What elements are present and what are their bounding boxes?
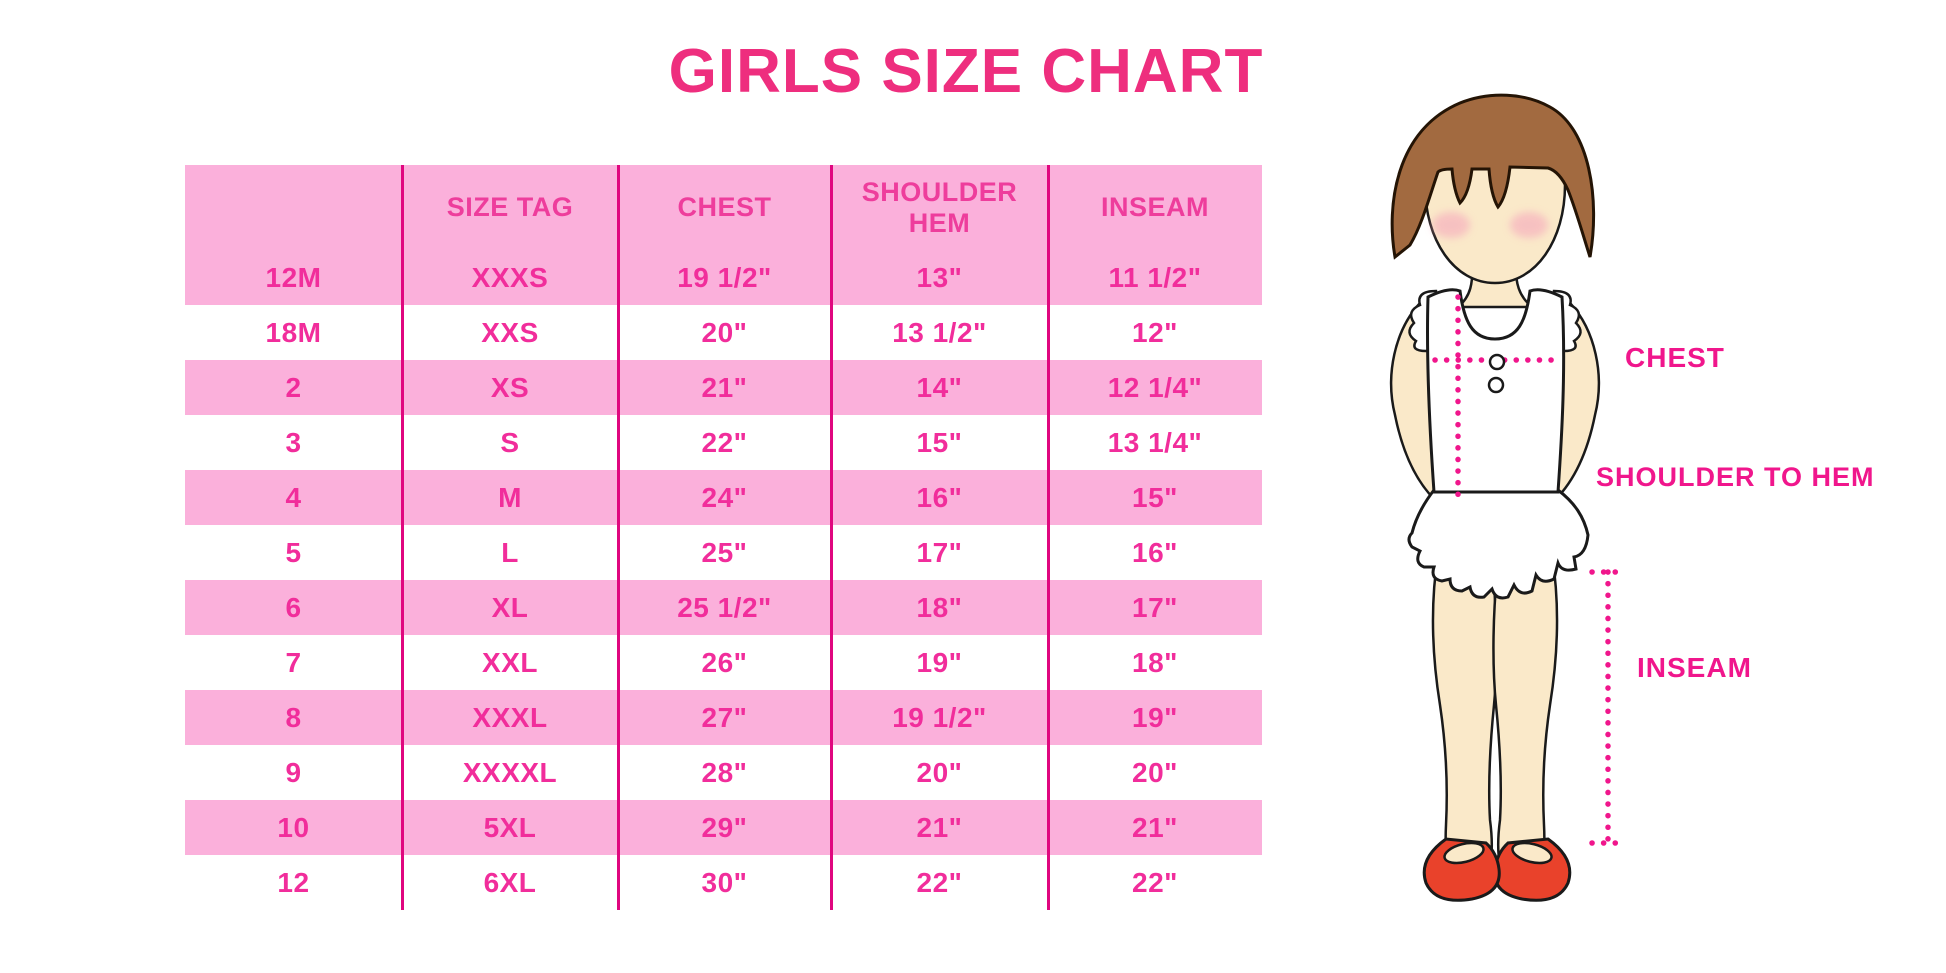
- cell-chest: 22": [701, 426, 748, 458]
- cell-size-tag: XXXXL: [462, 756, 558, 788]
- column-header-shoulder-hem: SHOULDER HEM: [861, 176, 1018, 238]
- cell-size: 9: [285, 756, 302, 788]
- cell-size-tag: XXS: [481, 316, 539, 348]
- cell-chest: 30": [701, 866, 748, 898]
- column-divider: [829, 165, 833, 910]
- cell-shoulder-hem: 19 1/2": [892, 701, 987, 733]
- cell-shoulder-hem: 13": [916, 261, 963, 293]
- table-row: 7 XXL 26" 19" 18": [185, 635, 1262, 690]
- cell-size: 12: [277, 866, 310, 898]
- cell-inseam: 19": [1132, 701, 1178, 733]
- cell-size: 5: [285, 536, 302, 568]
- cell-size-tag: XXL: [482, 646, 538, 678]
- column-divider: [400, 165, 404, 910]
- girl-blush-left: [1432, 212, 1470, 238]
- cell-chest: 27": [701, 701, 748, 733]
- table-row: 12 6XL 30" 22" 22": [185, 855, 1262, 910]
- cell-size: 4: [285, 481, 302, 513]
- chest-measure-label: CHEST: [1625, 342, 1725, 373]
- table-header-row: SIZE TAG CHEST SHOULDER HEM INSEAM: [185, 165, 1262, 250]
- cell-size: 8: [285, 701, 302, 733]
- cell-inseam: 20": [1132, 756, 1178, 788]
- girl-leg-right: [1492, 553, 1559, 867]
- cell-chest: 20": [701, 316, 748, 348]
- girl-skirt: [1407, 488, 1590, 600]
- cell-size-tag: XS: [490, 371, 530, 403]
- cell-shoulder-hem: 19": [916, 646, 963, 678]
- cell-shoulder-hem: 21": [916, 811, 963, 843]
- cell-chest: 24": [701, 481, 748, 513]
- table-row: 2 XS 21" 14" 12 1/4": [185, 360, 1262, 415]
- cell-chest: 28": [701, 756, 748, 788]
- column-header-inseam: INSEAM: [1100, 192, 1209, 222]
- cell-inseam: 22": [1132, 866, 1178, 898]
- girl-leg-left: [1431, 553, 1498, 867]
- table-row: 10 5XL 29" 21" 21": [185, 800, 1262, 855]
- girl-blush-right: [1510, 212, 1548, 238]
- cell-size-tag: XL: [491, 591, 529, 623]
- table-row: 3 S 22" 15" 13 1/4": [185, 415, 1262, 470]
- table-row: 12M XXXS 19 1/2" 13" 11 1/2": [185, 250, 1262, 305]
- cell-shoulder-hem: 16": [916, 481, 963, 513]
- cell-size-tag: XXXL: [472, 701, 548, 733]
- cell-size-tag: L: [501, 536, 519, 568]
- table-row: 9 XXXXL 28" 20" 20": [185, 745, 1262, 800]
- cell-inseam: 18": [1132, 646, 1178, 678]
- column-divider: [1046, 165, 1050, 910]
- cell-shoulder-hem: 18": [916, 591, 963, 623]
- cell-inseam: 13 1/4": [1107, 426, 1203, 458]
- cell-size-tag: 6XL: [483, 866, 537, 898]
- cell-size-tag: 5XL: [483, 811, 537, 843]
- table-row: 4 M 24" 16" 15": [185, 470, 1262, 525]
- cell-inseam: 21": [1132, 811, 1178, 843]
- girl-top-button: [1487, 376, 1505, 394]
- cell-inseam: 12": [1132, 316, 1178, 348]
- cell-size: 3: [285, 426, 302, 458]
- girl-hair: [1390, 93, 1596, 260]
- cell-chest: 29": [701, 811, 748, 843]
- size-table: SIZE TAG CHEST SHOULDER HEM INSEAM 12M X…: [185, 165, 1262, 910]
- table-row: 6 XL 25 1/2" 18" 17": [185, 580, 1262, 635]
- page-title: GIRLS SIZE CHART: [668, 37, 1264, 106]
- cell-inseam: 12 1/4": [1107, 371, 1203, 403]
- column-header-chest: CHEST: [677, 192, 772, 222]
- inseam-measure-label: INSEAM: [1637, 652, 1752, 683]
- cell-inseam: 16": [1132, 536, 1178, 568]
- cell-chest: 21": [701, 371, 748, 403]
- cell-chest: 26": [701, 646, 748, 678]
- cell-inseam: 11 1/2": [1108, 261, 1202, 293]
- cell-shoulder-hem: 22": [916, 866, 963, 898]
- girl-top-button: [1488, 353, 1506, 371]
- cell-shoulder-hem: 15": [916, 426, 963, 458]
- shoulder-to-hem-measure-label: SHOULDER TO HEM: [1596, 462, 1875, 492]
- cell-chest: 25 1/2": [677, 591, 772, 623]
- cell-shoulder-hem: 17": [916, 536, 963, 568]
- column-header-size-tag: SIZE TAG: [446, 192, 574, 222]
- cell-size: 2: [285, 371, 302, 403]
- cell-inseam: 17": [1132, 591, 1178, 623]
- cell-shoulder-hem: 14": [916, 371, 963, 403]
- girl-shoe-right-instep: [1511, 841, 1553, 865]
- cell-shoulder-hem: 20": [916, 756, 963, 788]
- table-row: 18M XXS 20" 13 1/2" 12": [185, 305, 1262, 360]
- cell-size-tag: XXXS: [471, 261, 549, 293]
- girl-figure-illustration: [1389, 93, 1625, 902]
- cell-size: 12M: [265, 261, 322, 293]
- cell-shoulder-hem: 13 1/2": [892, 316, 987, 348]
- cell-size: 10: [277, 811, 310, 843]
- column-divider: [616, 165, 620, 910]
- cell-size: 18M: [265, 316, 322, 348]
- cell-inseam: 15": [1132, 481, 1178, 513]
- table-row: 8 XXXL 27" 19 1/2" 19": [185, 690, 1262, 745]
- cell-size: 6: [285, 591, 302, 623]
- cell-size: 7: [285, 646, 302, 678]
- girl-shoe-left-instep: [1443, 841, 1485, 865]
- cell-chest: 25": [701, 536, 748, 568]
- cell-size-tag: S: [500, 426, 520, 458]
- table-row: 5 L 25" 17" 16": [185, 525, 1262, 580]
- cell-chest: 19 1/2": [677, 261, 772, 293]
- cell-size-tag: M: [498, 481, 522, 513]
